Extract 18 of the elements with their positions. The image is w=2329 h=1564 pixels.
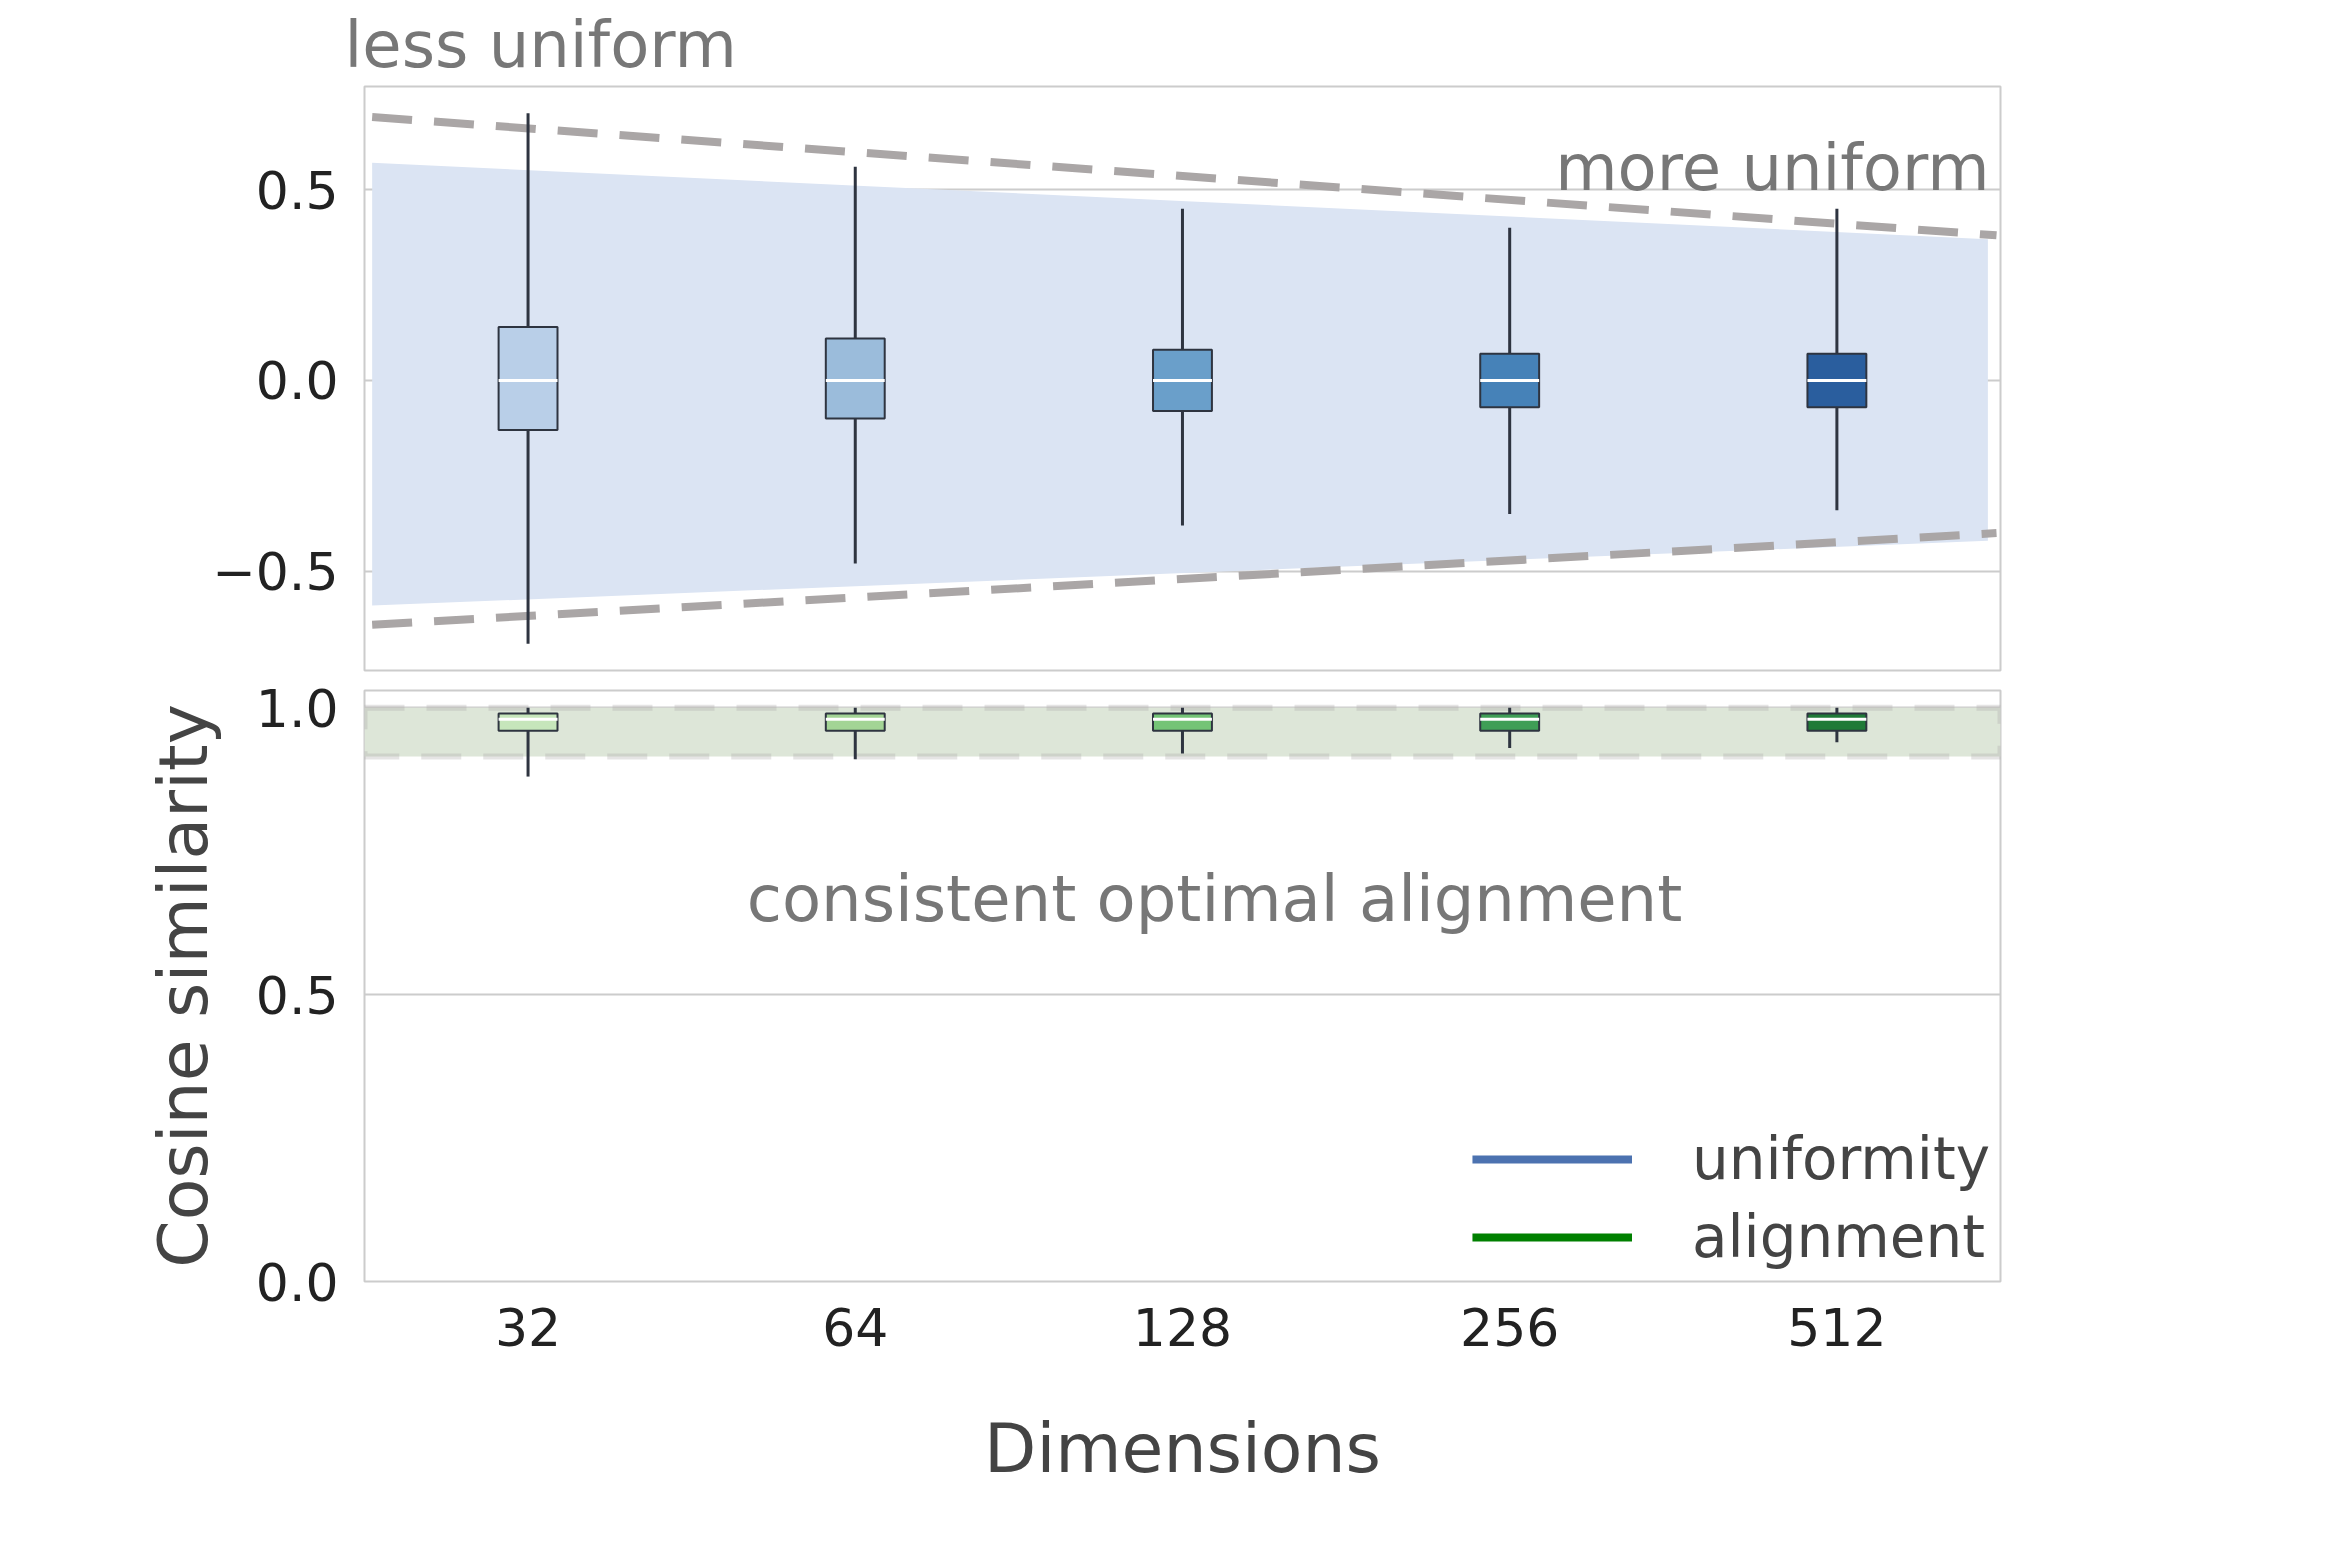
y-tick-label: 1.0: [255, 678, 339, 739]
y-tick-label: −0.5: [212, 542, 339, 603]
x-tick-label: 256: [1460, 1297, 1560, 1358]
annotation: consistent optimal alignment: [746, 861, 1683, 936]
y-tick-label: 0.5: [255, 965, 339, 1026]
legend-label: uniformity: [1691, 1125, 1990, 1193]
y-tick-label: 0.0: [255, 351, 339, 412]
y-tick-label: 0.5: [255, 160, 339, 221]
x-tick-label: 512: [1787, 1297, 1887, 1358]
text: less uniform: [344, 7, 737, 82]
x-axis-title: Dimensions: [984, 1408, 1381, 1488]
y-axis-title: Cosine similarity: [143, 704, 223, 1268]
x-tick-label: 32: [494, 1297, 562, 1358]
text: alignment: [1691, 1203, 1985, 1271]
annotation: more uniform: [1555, 130, 1990, 205]
x-tick-label: 64: [822, 1297, 889, 1358]
x-tick-label: 128: [1132, 1297, 1233, 1358]
y-tick-label: 0.0: [255, 1252, 339, 1313]
